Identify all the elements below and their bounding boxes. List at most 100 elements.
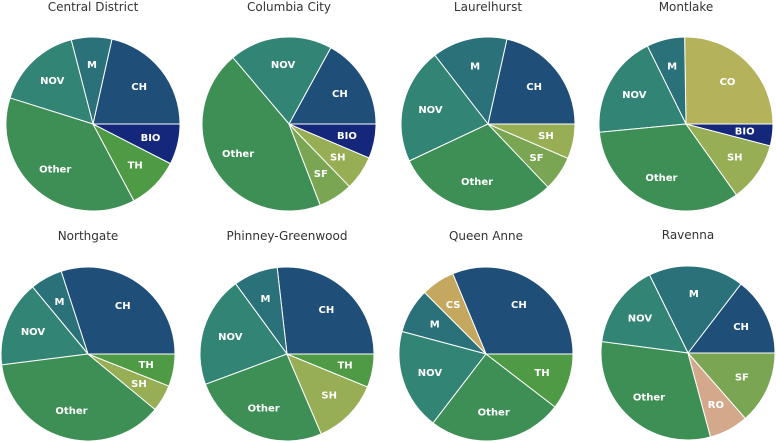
pie-slice-label-ravenna-other: Other [633, 392, 665, 403]
pie-slice-phinney-greenwood-nov [199, 283, 288, 385]
pie-slice-ravenna-other [600, 341, 712, 441]
pie-slice-label-montlake-sh: SH [727, 153, 743, 164]
pie-queen-anne: CH CS M NOV Other TH [398, 266, 574, 442]
pie-slice-label-central-district-other: Other [39, 165, 71, 176]
pie-slice-label-montlake-co: CO [720, 77, 736, 88]
pie-slice-label-columbia-city-bio: BIO [337, 131, 357, 142]
pie-slice-label-queen-anne-th: TH [534, 368, 549, 379]
pie-slice-label-phinney-greenwood-nov: NOV [218, 332, 243, 343]
pie-slice-label-northgate-nov: NOV [21, 327, 46, 338]
pie-slice-label-central-district-m: M [87, 60, 97, 71]
pie-central-district: CH M NOV Other TH BIO [5, 36, 181, 212]
pie-slice-label-montlake-nov: NOV [622, 90, 647, 101]
pie-slice-label-northgate-sh: SH [131, 379, 147, 390]
pie-slice-label-phinney-greenwood-m: M [260, 294, 270, 305]
pie-title-montlake: Montlake [658, 0, 714, 14]
pie-title-phinney-greenwood: Phinney-Greenwood [226, 229, 348, 243]
pie-slice-laurelhurst-m [434, 36, 508, 126]
pie-ravenna: CH M NOV Other RO SF [600, 265, 776, 441]
pie-slice-label-northgate-th: TH [139, 360, 154, 371]
pie-slice-label-northgate-other: Other [55, 406, 87, 417]
pie-slice-ravenna-m [648, 265, 742, 354]
pie-slice-queen-anne-other [432, 353, 556, 442]
pie-slice-phinney-greenwood-sh [286, 353, 369, 435]
pie-slice-label-ravenna-m: M [689, 289, 699, 300]
pie-slice-ravenna-ch [686, 283, 776, 354]
pie-slice-label-columbia-city-sh: SH [330, 152, 346, 163]
pie-slice-label-columbia-city-sf: SF [314, 169, 328, 180]
pie-slice-label-phinney-greenwood-ch: CH [319, 305, 335, 316]
pie-slice-label-laurelhurst-sf: SF [530, 153, 544, 164]
pie-slice-label-queen-anne-nov: NOV [418, 368, 443, 379]
pie-slice-label-montlake-m: M [667, 62, 677, 73]
pie-title-northgate: Northgate [57, 229, 119, 243]
pie-slice-label-columbia-city-other: Other [222, 149, 254, 160]
pie-slice-laurelhurst-sh [487, 123, 576, 159]
pie-slice-ravenna-nov [601, 274, 689, 354]
pie-slice-columbia-city-bio [288, 123, 377, 159]
pie-slice-laurelhurst-ch [487, 38, 576, 125]
pie-slice-label-montlake-other: Other [645, 173, 677, 184]
pie-slice-laurelhurst-other [408, 123, 549, 212]
pie-title-ravenna: Ravenna [661, 228, 715, 242]
pie-slice-phinney-greenwood-ch [276, 266, 375, 355]
pie-slice-label-queen-anne-other: Other [478, 408, 510, 419]
pie-slice-phinney-greenwood-th [286, 353, 375, 388]
pie-slice-label-queen-anne-cs: CS [446, 300, 461, 311]
pie-slice-label-laurelhurst-other: Other [461, 177, 493, 188]
pie-slice-label-phinney-greenwood-sh: SH [321, 390, 337, 401]
pie-slice-label-phinney-greenwood-other: Other [248, 403, 280, 414]
pie-slice-label-laurelhurst-nov: NOV [418, 105, 443, 116]
pie-slice-northgate-ch [60, 266, 176, 355]
pie-slice-label-northgate-m: M [55, 297, 65, 308]
pie-slice-label-ravenna-sf: SF [735, 372, 749, 383]
pie-slice-phinney-greenwood-other [204, 353, 322, 442]
pie-slice-label-laurelhurst-sh: SH [538, 131, 554, 142]
pie-northgate: CH M NOV Other SH TH [0, 266, 176, 442]
pie-slice-montlake-other [598, 123, 738, 212]
pie-slice-central-district-ch [92, 38, 181, 125]
pie-slice-montlake-co [684, 36, 774, 125]
pie-slice-columbia-city-other [201, 56, 321, 212]
pie-slice-label-northgate-ch: CH [115, 301, 131, 312]
pie-slice-montlake-bio [685, 123, 774, 147]
pie-montlake: CO M NOV Other SH BIO [598, 36, 774, 212]
pie-slice-label-queen-anne-ch: CH [511, 300, 527, 311]
pie-slice-label-ravenna-ro: RO [708, 400, 724, 411]
pie-slice-central-district-nov [9, 39, 94, 125]
pie-title-columbia-city: Columbia City [247, 0, 331, 14]
pie-slice-montlake-nov [598, 45, 687, 133]
pie-slice-label-central-district-bio: BIO [141, 133, 161, 144]
pie-slice-label-phinney-greenwood-th: TH [337, 360, 352, 371]
pie-slice-laurelhurst-nov [400, 54, 489, 162]
pie-slice-label-ravenna-ch: CH [733, 322, 749, 333]
pie-title-queen-anne: Queen Anne [448, 229, 524, 243]
pie-title-laurelhurst: Laurelhurst [453, 0, 523, 14]
pie-slice-label-montlake-bio: BIO [735, 126, 755, 137]
pie-laurelhurst: CH M NOV Other SF SH [400, 36, 576, 212]
pie-phinney-greenwood: CH M NOV Other SH TH [199, 266, 375, 442]
pie-slice-label-ravenna-nov: NOV [628, 314, 653, 325]
pie-slice-ravenna-sf [686, 352, 776, 420]
pie-slice-label-columbia-city-nov: NOV [271, 60, 296, 71]
pie-slice-label-central-district-th: TH [128, 160, 143, 171]
pie-slice-label-central-district-nov: NOV [40, 76, 65, 87]
pie-slice-northgate-th [87, 353, 176, 387]
pie-slice-queen-anne-ch [452, 266, 574, 355]
pie-slice-northgate-nov [0, 286, 89, 366]
pie-slice-label-laurelhurst-m: M [470, 61, 480, 72]
pie-slice-queen-anne-nov [398, 330, 487, 424]
pie-slice-queen-anne-th [484, 353, 574, 408]
pie-slice-columbia-city-ch [288, 47, 377, 125]
pie-title-central-district: Central District [47, 0, 139, 14]
pie-slice-central-district-bio [92, 123, 181, 165]
pie-slice-label-columbia-city-ch: CH [332, 89, 348, 100]
pie-slice-label-central-district-ch: CH [131, 82, 147, 93]
pie-slice-label-queen-anne-m: M [430, 319, 440, 330]
pie-slice-columbia-city-nov [232, 36, 332, 125]
pie-slice-label-laurelhurst-ch: CH [526, 82, 542, 93]
pie-slice-northgate-other [1, 353, 156, 442]
